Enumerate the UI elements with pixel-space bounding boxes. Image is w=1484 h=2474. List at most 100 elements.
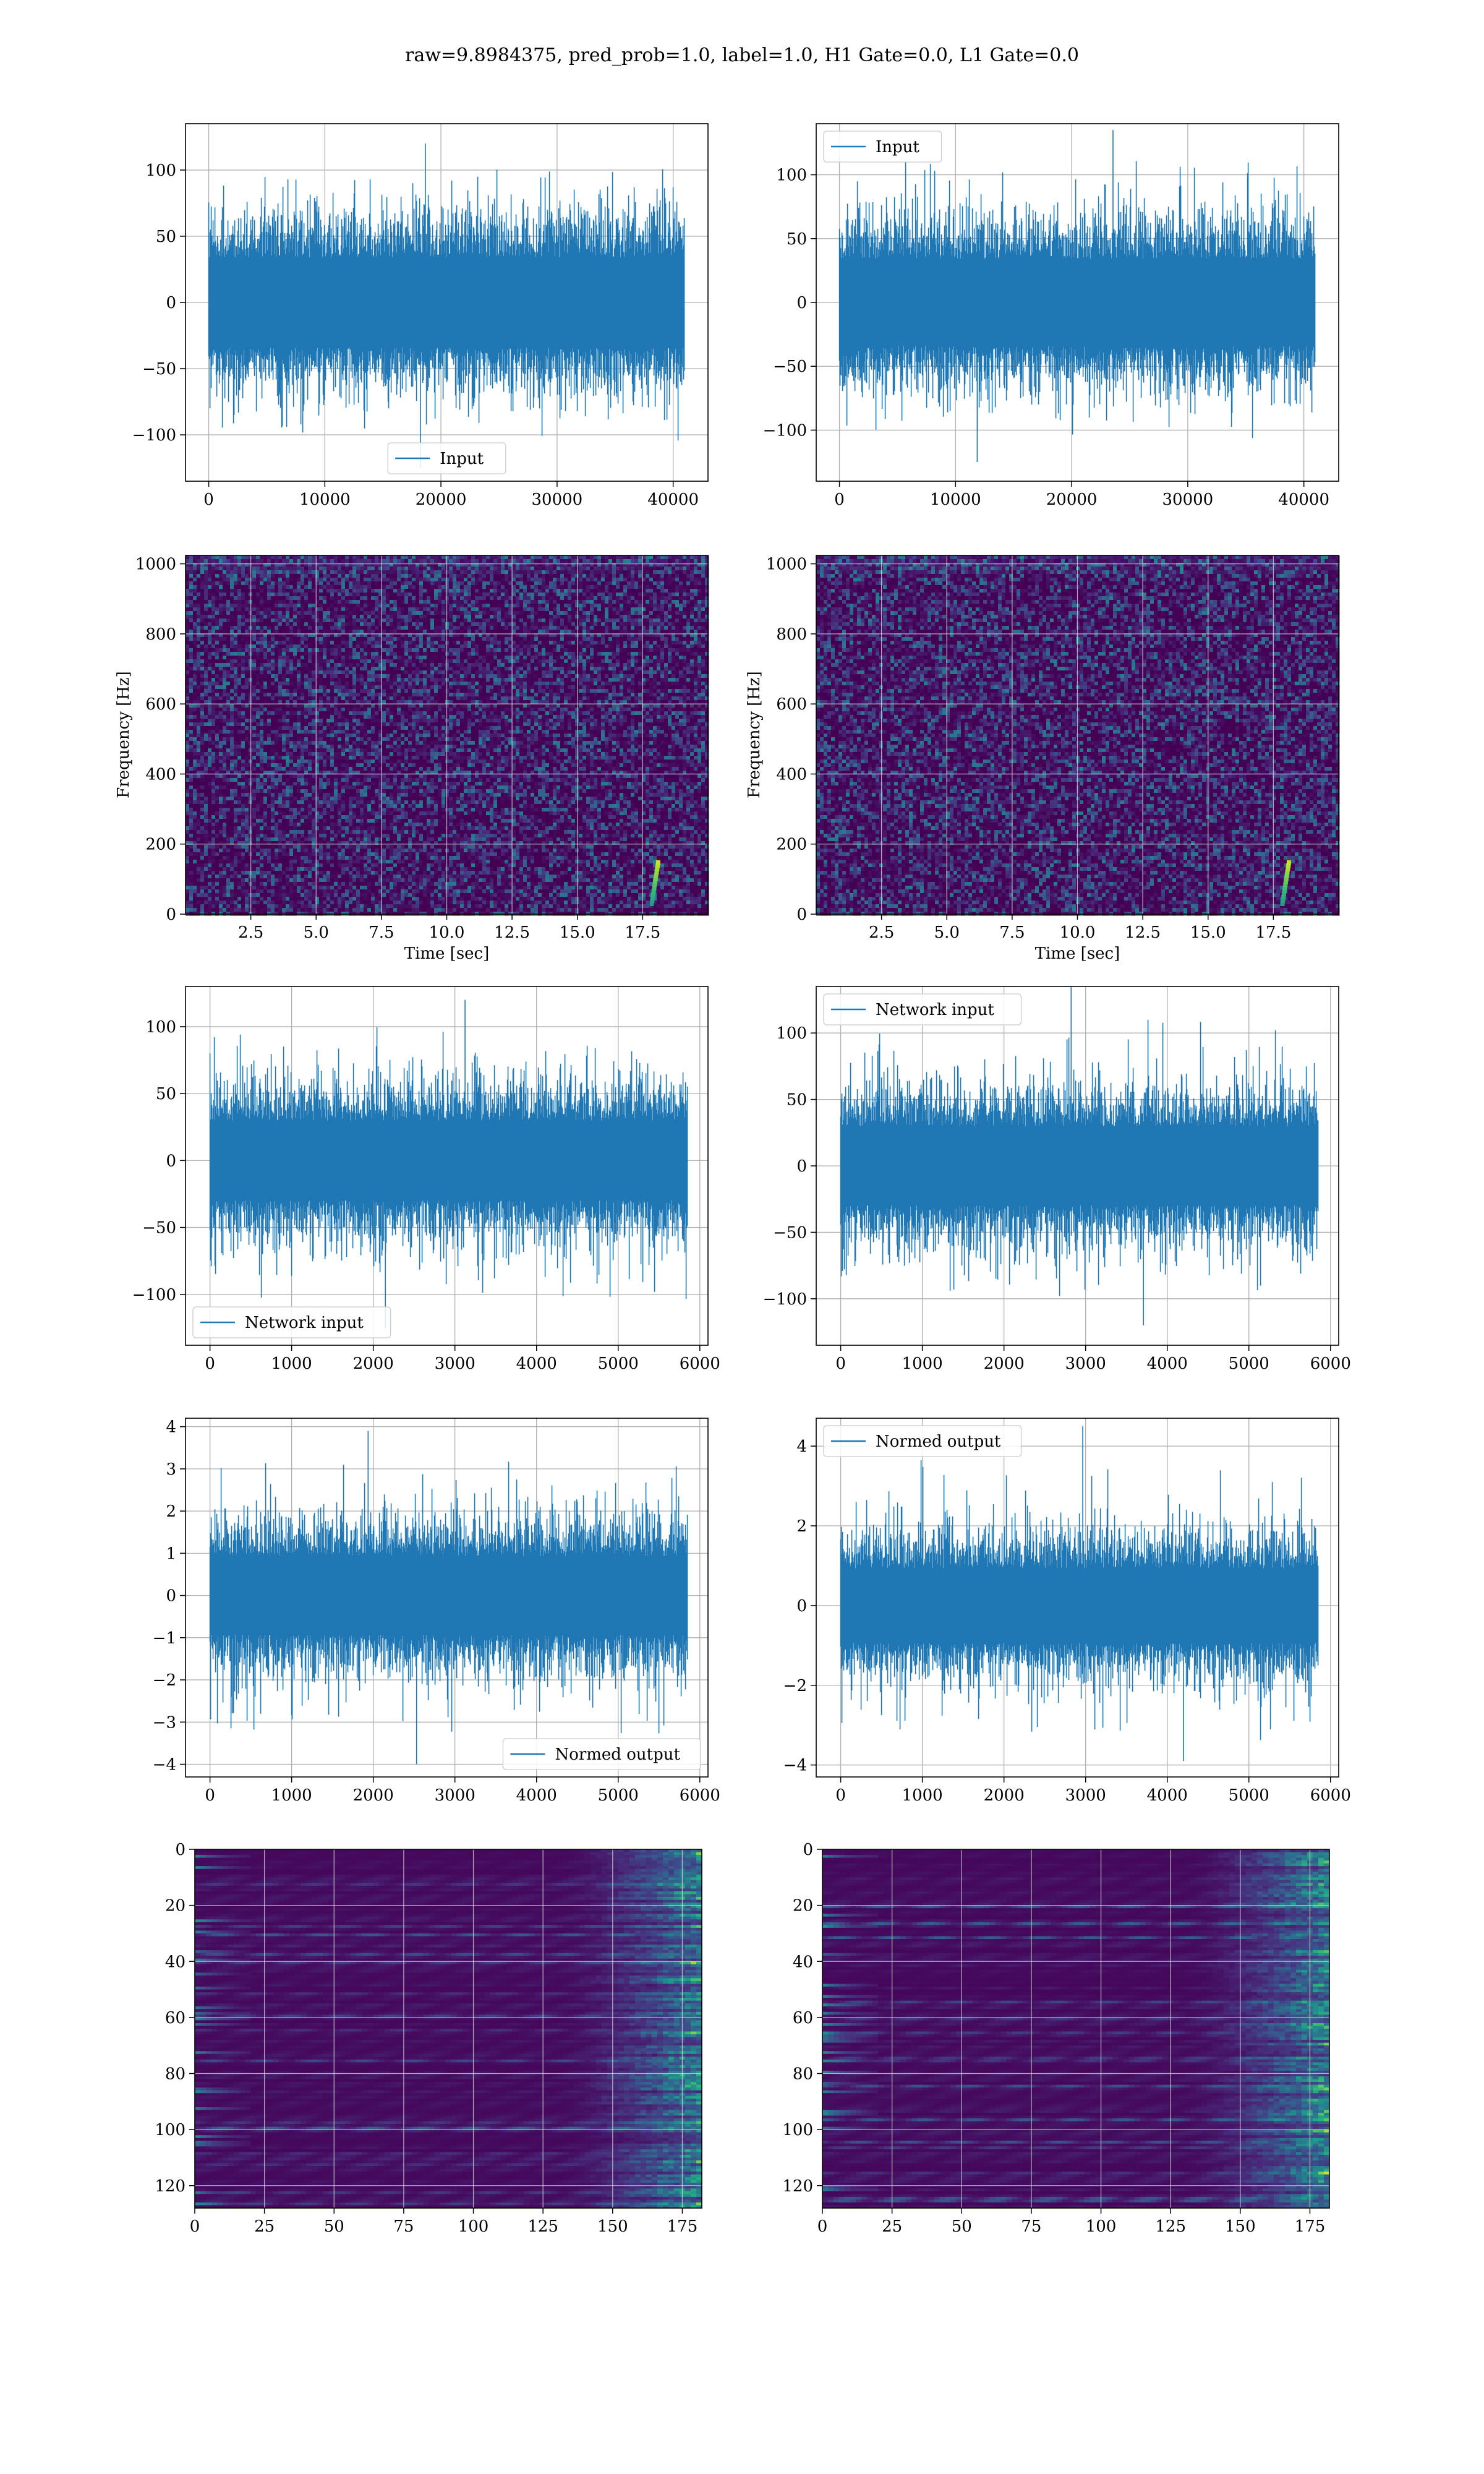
x-tick-label: 5000 bbox=[598, 1355, 639, 1373]
legend-label: Network input bbox=[245, 1314, 364, 1332]
legend-label: Input bbox=[876, 138, 919, 156]
x-tick-label: 0 bbox=[834, 490, 845, 509]
x-tick-label: 100 bbox=[458, 2217, 489, 2236]
legend: Normed output bbox=[503, 1739, 701, 1770]
panel-spec-l1: 2.5 5.0 7.5 10.0 12.5 15.0 17.5020040060080010… bbox=[745, 555, 1340, 963]
x-tick-label: 25 bbox=[882, 2217, 902, 2236]
y-tick-label: 200 bbox=[145, 836, 176, 854]
y-tick-label: −100 bbox=[763, 421, 807, 440]
x-tick-label: 25 bbox=[254, 2217, 275, 2236]
y-tick-label: 0 bbox=[796, 1157, 807, 1176]
y-axis-label: Frequency [Hz] bbox=[745, 671, 764, 798]
y-tick-label: −50 bbox=[773, 357, 807, 376]
y-tick-label: 100 bbox=[155, 2121, 186, 2139]
x-tick-label: 30000 bbox=[1162, 490, 1214, 509]
panel-network-h1: 0 1000 2000 3000 4000 5000 6000−100−50050100Ne… bbox=[132, 987, 720, 1373]
chirp-mark bbox=[1287, 860, 1291, 865]
x-tick-label: 15.0 bbox=[1190, 923, 1226, 942]
y-tick-label: 4 bbox=[166, 1418, 176, 1437]
x-tick-label: 15.0 bbox=[560, 923, 595, 942]
y-tick-label: 0 bbox=[166, 1587, 176, 1606]
x-tick-label: 125 bbox=[1155, 2217, 1186, 2236]
x-tick-label: 40000 bbox=[1278, 490, 1329, 509]
x-tick-label: 5000 bbox=[1229, 1786, 1269, 1805]
x-tick-label: 17.5 bbox=[1255, 923, 1291, 942]
x-tick-label: 6000 bbox=[680, 1355, 720, 1373]
panel-normed-h1: 0 1000 2000 3000 4000 5000 6000−4−3−2−101234No… bbox=[153, 1418, 720, 1805]
y-tick-label: 400 bbox=[145, 765, 176, 784]
y-tick-label: 80 bbox=[793, 2065, 813, 2084]
y-tick-label: 0 bbox=[796, 905, 807, 924]
x-tick-label: 20000 bbox=[416, 490, 467, 509]
x-tick-label: 5000 bbox=[598, 1786, 639, 1805]
x-tick-label: 10000 bbox=[299, 490, 351, 509]
x-tick-label: 10.0 bbox=[1060, 923, 1096, 942]
y-tick-label: 800 bbox=[776, 625, 807, 644]
y-tick-label: 4 bbox=[796, 1437, 807, 1456]
y-axis-label: Frequency [Hz] bbox=[114, 671, 133, 798]
y-tick-label: 2 bbox=[166, 1502, 176, 1521]
series-core-band bbox=[210, 1121, 688, 1201]
x-tick-label: 1000 bbox=[271, 1355, 312, 1373]
x-tick-label: 1000 bbox=[902, 1786, 943, 1805]
x-tick-label: 6000 bbox=[680, 1786, 720, 1805]
spectrogram-image bbox=[816, 555, 1340, 916]
y-tick-label: 120 bbox=[782, 2177, 813, 2196]
legend: Input bbox=[388, 443, 506, 474]
legend: Normed output bbox=[824, 1426, 1021, 1457]
y-tick-label: 60 bbox=[165, 2009, 186, 2027]
legend-label: Normed output bbox=[555, 1745, 680, 1764]
chirp-mark bbox=[656, 860, 660, 865]
y-tick-label: −50 bbox=[773, 1223, 807, 1242]
y-tick-label: 0 bbox=[166, 294, 176, 312]
x-tick-label: 3000 bbox=[1065, 1786, 1106, 1805]
y-tick-label: 20 bbox=[793, 1897, 813, 1915]
y-tick-label: 1 bbox=[166, 1544, 176, 1563]
y-tick-label: 100 bbox=[776, 166, 807, 185]
y-tick-label: 100 bbox=[145, 1018, 176, 1037]
legend-label: Network input bbox=[876, 1001, 994, 1019]
y-tick-label: 100 bbox=[782, 2121, 813, 2139]
x-tick-label: 10.0 bbox=[429, 923, 465, 942]
x-tick-label: 2000 bbox=[984, 1355, 1025, 1373]
y-tick-label: 80 bbox=[165, 2065, 186, 2084]
y-tick-label: 0 bbox=[796, 294, 807, 312]
y-tick-label: 600 bbox=[776, 695, 807, 714]
x-tick-label: 175 bbox=[1295, 2217, 1326, 2236]
panel-spec-h1: 2.5 5.0 7.5 10.0 12.5 15.0 17.5020040060080010… bbox=[114, 555, 709, 963]
y-tick-label: 40 bbox=[165, 1953, 186, 1971]
x-tick-label: 150 bbox=[1225, 2217, 1256, 2236]
x-tick-label: 2000 bbox=[984, 1786, 1025, 1805]
x-tick-label: 0 bbox=[205, 1786, 215, 1805]
feature-map-image bbox=[822, 1849, 1329, 2208]
x-axis-label: Time [sec] bbox=[404, 944, 490, 963]
x-tick-label: 150 bbox=[597, 2217, 628, 2236]
y-tick-label: 3 bbox=[166, 1460, 176, 1479]
legend: Input bbox=[824, 131, 942, 162]
series-core-band bbox=[841, 1126, 1318, 1205]
x-tick-label: 50 bbox=[324, 2217, 344, 2236]
y-tick-label: 0 bbox=[166, 1152, 176, 1170]
spectrogram-image bbox=[186, 555, 709, 916]
y-tick-label: −1 bbox=[153, 1629, 176, 1648]
x-tick-label: 3000 bbox=[435, 1786, 475, 1805]
x-tick-label: 1000 bbox=[271, 1786, 312, 1805]
x-tick-label: 3000 bbox=[1065, 1355, 1106, 1373]
legend: Network input bbox=[824, 994, 1021, 1025]
y-tick-label: −50 bbox=[142, 1219, 176, 1238]
x-tick-label: 5.0 bbox=[934, 923, 960, 942]
legend-label: Normed output bbox=[876, 1432, 1001, 1451]
x-tick-label: 75 bbox=[1021, 2217, 1041, 2236]
x-tick-label: 125 bbox=[527, 2217, 558, 2236]
x-tick-label: 50 bbox=[952, 2217, 972, 2236]
y-tick-label: 1000 bbox=[766, 555, 807, 574]
x-tick-label: 17.5 bbox=[625, 923, 660, 942]
x-tick-label: 4000 bbox=[1147, 1355, 1188, 1373]
x-tick-label: 0 bbox=[817, 2217, 828, 2236]
legend-label: Input bbox=[440, 450, 484, 468]
